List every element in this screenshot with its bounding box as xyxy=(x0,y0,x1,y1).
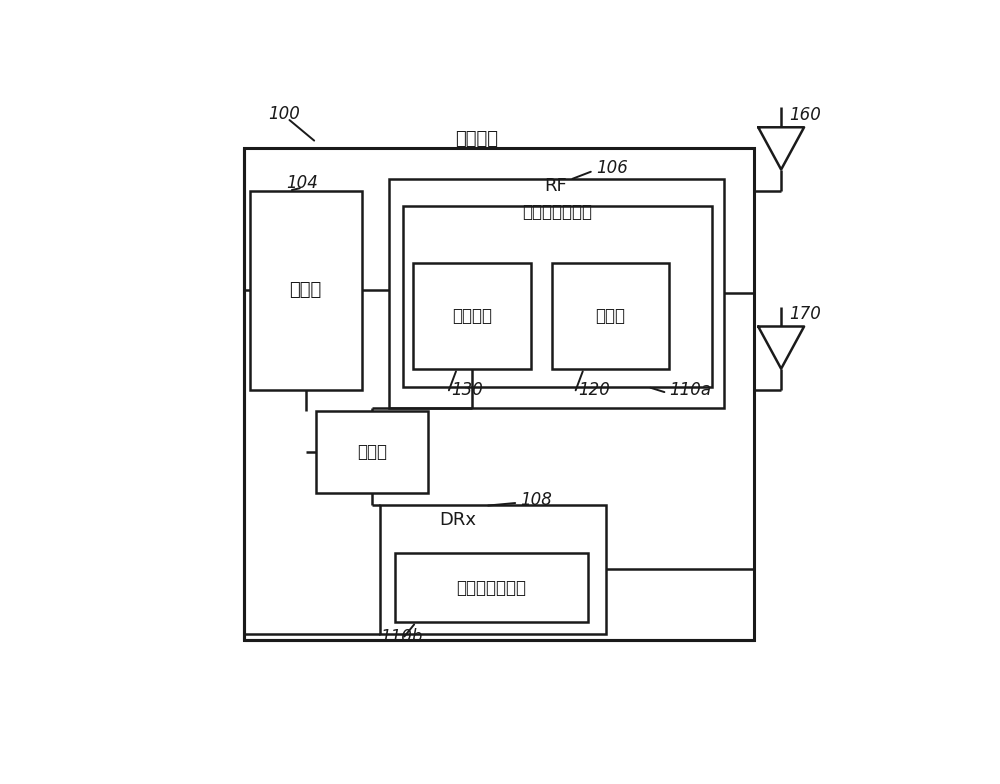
Bar xyxy=(403,205,712,387)
Bar xyxy=(413,263,531,368)
Bar xyxy=(316,411,428,492)
Bar xyxy=(244,148,754,641)
Text: 110a: 110a xyxy=(669,381,712,399)
Text: 160: 160 xyxy=(789,106,821,124)
Text: 收发器: 收发器 xyxy=(290,281,322,299)
Text: 170: 170 xyxy=(789,305,821,323)
Text: 110b: 110b xyxy=(380,629,422,646)
Text: DRx: DRx xyxy=(440,510,477,528)
Text: 104: 104 xyxy=(286,174,318,192)
Bar xyxy=(389,179,724,408)
Text: 120: 120 xyxy=(578,381,610,399)
Text: 增益级: 增益级 xyxy=(596,307,626,325)
Text: 无线装置: 无线装置 xyxy=(455,130,498,148)
Text: 106: 106 xyxy=(596,158,628,176)
Text: 可变增益放大器: 可变增益放大器 xyxy=(522,203,592,221)
Text: 100: 100 xyxy=(268,105,300,123)
Bar xyxy=(380,505,606,634)
Text: RF: RF xyxy=(545,177,567,195)
Bar xyxy=(395,553,588,622)
Text: 可变增益放大器: 可变增益放大器 xyxy=(456,579,526,597)
Text: 退化开关: 退化开关 xyxy=(452,307,492,325)
Text: 108: 108 xyxy=(520,491,552,509)
Text: 130: 130 xyxy=(451,381,483,399)
Text: 控制器: 控制器 xyxy=(357,443,387,461)
Bar xyxy=(250,191,362,390)
Bar xyxy=(552,263,669,368)
